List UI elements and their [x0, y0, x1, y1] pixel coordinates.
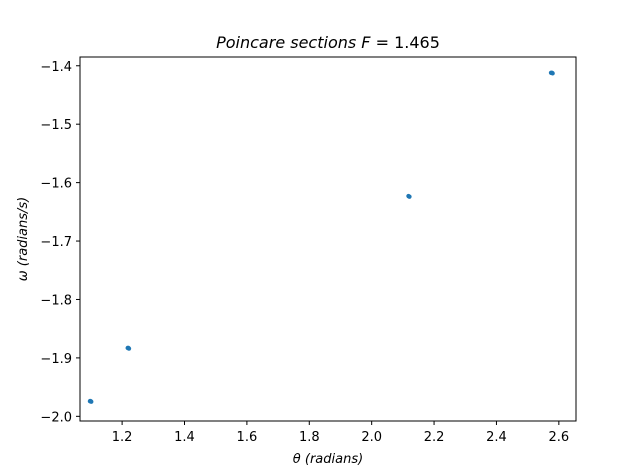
chart-title-var: F: [361, 33, 371, 52]
y-axis: −2.0 −1.9 −1.8 −1.7 −1.6 −1.5 −1.4: [40, 60, 80, 425]
x-tick-label: 2.4: [486, 430, 507, 445]
chart-title-rest: = 1.465: [371, 33, 440, 52]
data-point: [407, 194, 412, 199]
x-axis: 1.2 1.4 1.6 1.8 2.0 2.2 2.4 2.6: [112, 421, 569, 445]
data-point: [550, 71, 555, 76]
y-axis-label: ω (radians/s): [16, 197, 31, 281]
chart-title-italic: Poincare sections: [216, 33, 361, 52]
chart-title: Poincare sections F = 1.465: [216, 33, 440, 52]
x-tick-label: 1.2: [112, 430, 133, 445]
axes-frame: [79, 56, 577, 422]
y-tick-label: −1.6: [40, 177, 72, 192]
x-axis-label: θ (radians): [293, 452, 363, 467]
x-tick-label: 2.6: [548, 430, 569, 445]
data-point: [126, 346, 132, 351]
x-tick-label: 1.4: [174, 430, 195, 445]
plot-area: [87, 70, 555, 404]
y-tick-label: −1.9: [40, 352, 72, 367]
y-tick-label: −1.7: [40, 235, 72, 250]
x-tick-label: 1.6: [237, 430, 258, 445]
x-tick-label: 2.2: [424, 430, 445, 445]
y-tick-label: −2.0: [40, 410, 72, 425]
x-tick-label: 2.0: [361, 430, 382, 445]
x-tick-label: 1.8: [299, 430, 320, 445]
data-point: [89, 399, 94, 404]
y-tick-label: −1.5: [40, 118, 72, 133]
y-tick-label: −1.8: [40, 293, 72, 308]
y-tick-label: −1.4: [40, 60, 72, 75]
